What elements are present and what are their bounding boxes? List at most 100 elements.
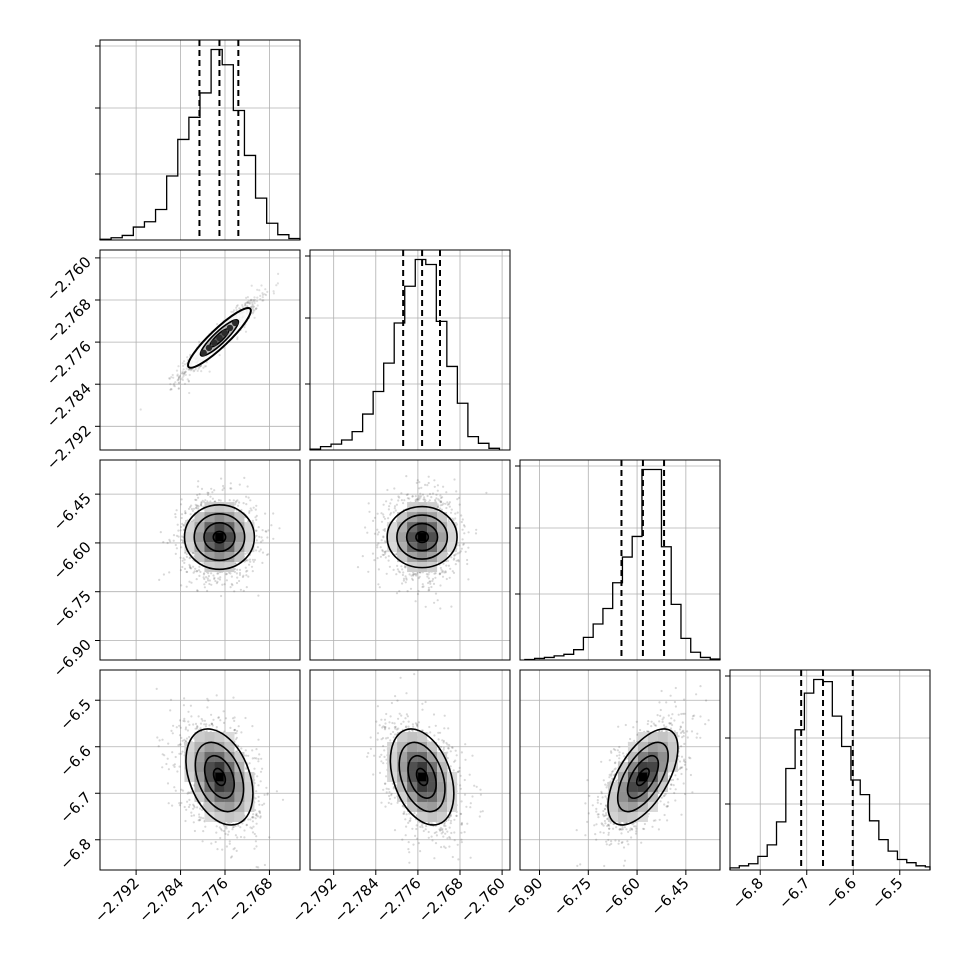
scatter-point <box>249 499 252 502</box>
scatter-point <box>439 584 442 587</box>
scatter-point <box>436 506 439 509</box>
scatter-point <box>403 566 406 569</box>
scatter-point <box>216 848 219 851</box>
scatter-point <box>462 524 466 527</box>
scatter-point <box>405 493 408 496</box>
scatter-point <box>405 578 408 581</box>
scatter-point <box>225 825 228 828</box>
scatter-point <box>367 570 370 573</box>
scatter-point <box>252 560 255 563</box>
scatter-point <box>226 821 229 825</box>
density-contour-0 <box>183 504 256 571</box>
scatter-point <box>218 354 221 357</box>
scatter-point <box>192 370 195 373</box>
scatter-point <box>229 487 232 490</box>
density-cell <box>417 512 428 523</box>
scatter-point <box>257 795 260 799</box>
scatter-point <box>182 704 185 707</box>
scatter-point <box>228 840 231 843</box>
scatter-point <box>194 722 198 726</box>
scatter-point <box>264 512 267 515</box>
scatter-point <box>261 551 265 554</box>
scatter-point <box>246 559 249 562</box>
scatter-point <box>395 573 398 576</box>
scatter-point <box>411 495 414 498</box>
scatter-point <box>272 292 275 295</box>
scatter-point <box>402 577 406 580</box>
scatter-point <box>188 391 191 395</box>
histogram-step <box>729 678 931 870</box>
scatter-point <box>221 488 224 492</box>
scatter-point <box>223 583 226 586</box>
scatter-point <box>415 574 418 577</box>
scatter-point <box>439 504 442 507</box>
scatter-point <box>394 509 397 512</box>
scatter-point <box>177 365 180 368</box>
scatter-point <box>174 516 177 519</box>
scatter-point <box>234 562 237 566</box>
scatter-point <box>401 582 404 585</box>
scatter-point <box>474 532 478 535</box>
scatter-point <box>217 577 220 580</box>
scatter-point <box>178 734 182 737</box>
scatter-point <box>175 547 178 550</box>
scatter-point <box>437 498 440 501</box>
scatter-point <box>395 592 399 595</box>
scatter-point <box>376 546 379 549</box>
scatter-point <box>398 496 401 499</box>
scatter-point <box>404 581 407 584</box>
scatter-point <box>169 383 172 386</box>
scatter-point <box>398 571 402 574</box>
scatter-point <box>382 515 385 519</box>
scatter-point <box>264 288 267 291</box>
scatter-point <box>259 780 262 783</box>
density-cell <box>214 512 225 523</box>
scatter-point <box>197 496 200 499</box>
scatter-point <box>439 572 442 575</box>
scatter-point <box>200 370 203 373</box>
scatter-point <box>214 840 217 844</box>
scatter-point <box>418 487 421 490</box>
axes-frame <box>309 249 511 451</box>
scatter-point <box>182 539 185 542</box>
scatter-point <box>461 518 464 521</box>
scatter-point <box>397 495 400 498</box>
scatter-point <box>226 833 230 836</box>
scatter-point <box>249 560 252 563</box>
scatter-point <box>175 726 178 729</box>
y-tick-label: −6.45 <box>50 489 95 534</box>
scatter-point <box>253 847 256 850</box>
y-tick-label: −2.792 <box>43 421 95 473</box>
scatter-point <box>251 558 254 561</box>
scatter-point <box>431 492 435 495</box>
scatter-point <box>272 537 275 540</box>
scatter-point <box>253 302 256 305</box>
scatter-point <box>381 553 384 556</box>
scatter-point <box>208 582 211 586</box>
scatter-point <box>265 553 269 557</box>
scatter-point <box>210 487 213 490</box>
scatter-point <box>405 577 408 580</box>
scatter-point <box>451 570 454 573</box>
scatter-point <box>197 569 201 572</box>
scatter-point <box>433 572 436 575</box>
scatter-point <box>235 581 239 585</box>
scatter-point <box>215 831 218 834</box>
density-cell <box>224 512 235 523</box>
scatter-point <box>197 819 200 822</box>
scatter-point <box>236 744 240 747</box>
scatter-point <box>427 581 430 585</box>
scatter-point <box>252 300 255 303</box>
scatter-point <box>377 568 380 571</box>
scatter-point <box>206 697 209 700</box>
scatter-point <box>254 529 258 532</box>
scatter-point <box>433 479 436 482</box>
scatter-point <box>440 501 443 504</box>
scatter-point <box>180 516 183 520</box>
density-cell <box>184 542 195 553</box>
scatter-point <box>166 782 170 785</box>
scatter-point <box>172 539 175 542</box>
scatter-point <box>234 824 237 828</box>
density-cell <box>234 542 245 553</box>
scatter-point <box>240 747 243 750</box>
